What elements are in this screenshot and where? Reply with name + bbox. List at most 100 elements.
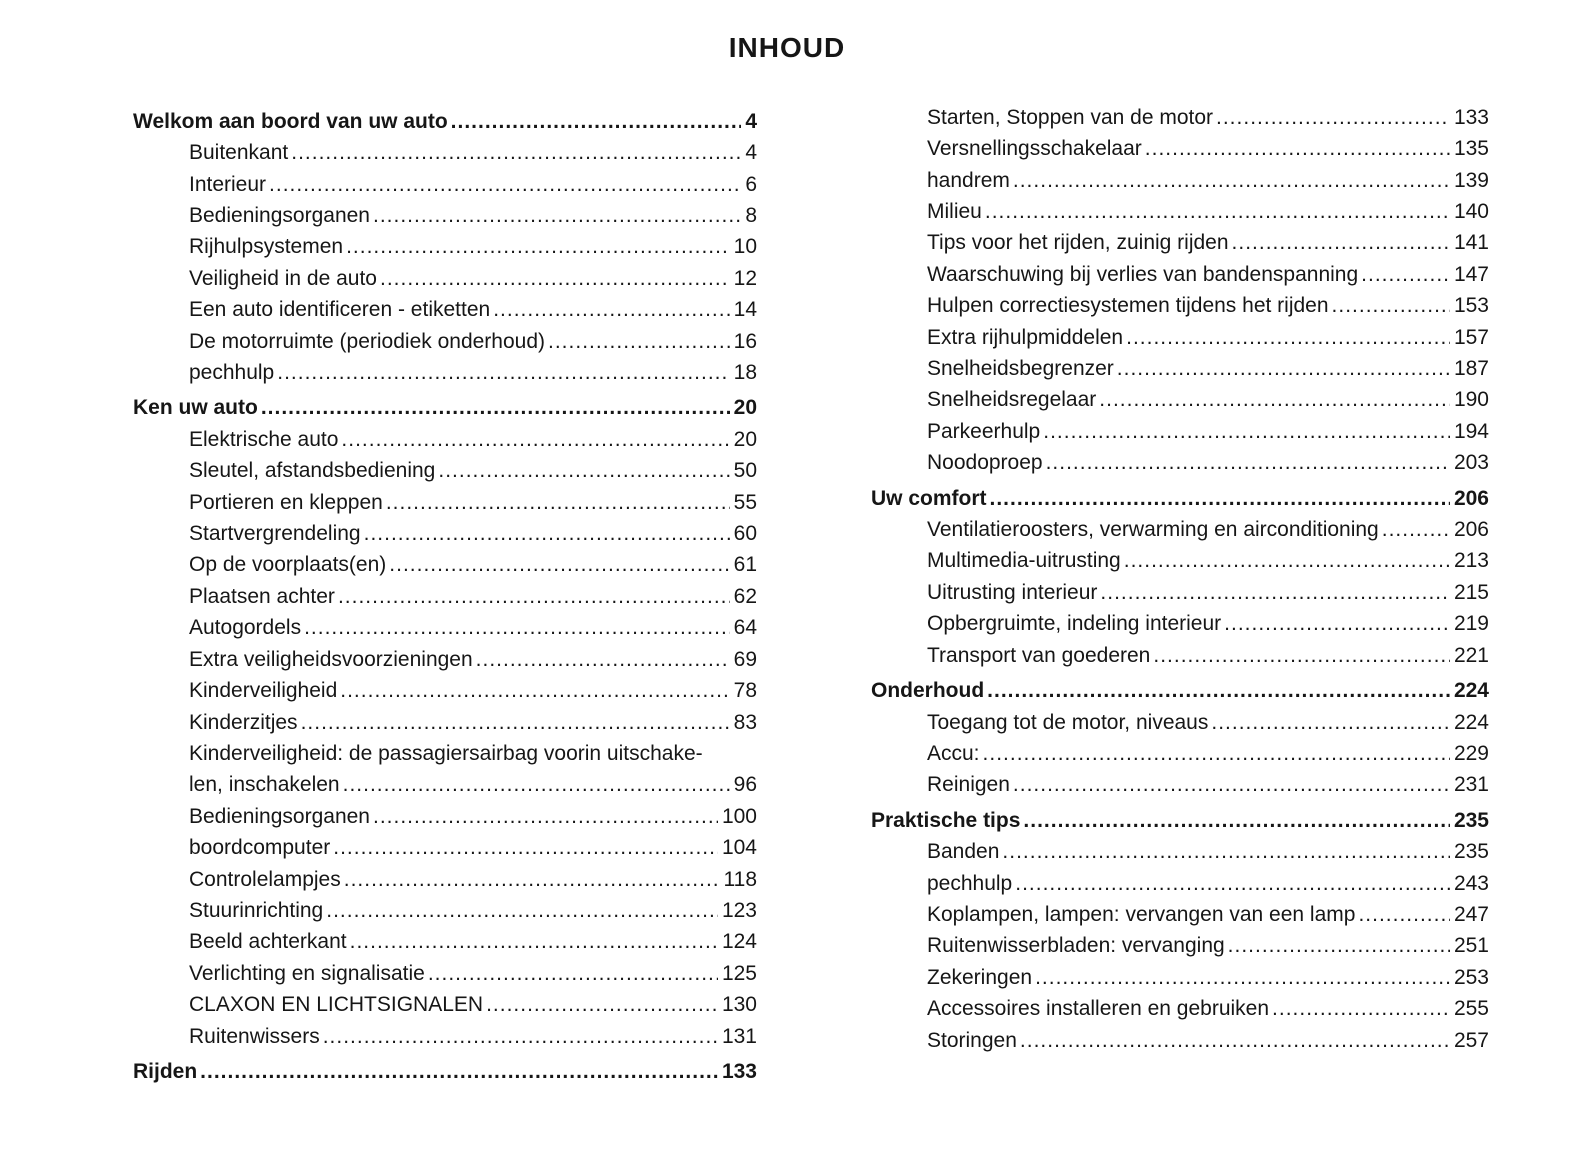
entry-label: Verlichting en signalisatie [189, 961, 425, 985]
entry-page-number: 8 [745, 204, 757, 228]
toc-entry: len, inschakelen 96 [133, 769, 757, 800]
dot-leader [323, 1021, 718, 1052]
entry-label: Praktische tips [871, 808, 1021, 832]
entry-label: Storingen [927, 1028, 1017, 1052]
entry-page-number: 10 [733, 235, 757, 259]
entry-page-number: 131 [721, 1024, 757, 1048]
entry-page-number: 62 [733, 584, 757, 608]
entry-label: Uitrusting interieur [927, 580, 1098, 604]
dot-leader [1228, 930, 1450, 961]
toc-entry: Banden 235 [871, 836, 1489, 867]
entry-page-number: 12 [733, 266, 757, 290]
entry-label: Accu: [927, 741, 980, 765]
entry-page-number: 78 [733, 679, 757, 703]
dot-leader [1126, 322, 1450, 353]
toc-section-entry: Praktische tips 235 [871, 805, 1489, 836]
entry-label: Kinderzitjes [189, 710, 298, 734]
dot-leader [350, 926, 718, 957]
entry-label: Bedieningsorganen [189, 204, 370, 228]
entry-label: Reinigen [927, 773, 1010, 797]
entry-label: Stuurinrichting [189, 898, 324, 922]
entry-page-number: 247 [1453, 902, 1489, 926]
entry-page-number: 6 [745, 172, 757, 196]
toc-entry: Bedieningsorganen 8 [133, 200, 757, 231]
entry-label: Een auto identificeren - etiketten [189, 298, 491, 322]
entry-label: Milieu [927, 200, 982, 224]
entry-page-number: 187 [1453, 357, 1489, 381]
entry-label: len, inschakelen [189, 773, 340, 797]
entry-label: Accessoires installeren en gebruiken [927, 997, 1270, 1021]
toc-entry: Beeld achterkant 124 [133, 926, 757, 957]
entry-label: Uw comfort [871, 486, 987, 510]
entry-page-number: 215 [1453, 580, 1489, 604]
entry-page-number: 55 [733, 490, 757, 514]
entry-page-number: 219 [1453, 612, 1489, 636]
dot-leader [438, 455, 729, 486]
toc-entry: Noodoproep 203 [871, 447, 1489, 478]
entry-page-number: 140 [1453, 200, 1489, 224]
dot-leader [983, 738, 1450, 769]
toc-entry: Versnellingsschakelaar 135 [871, 133, 1489, 164]
dot-leader [269, 169, 741, 200]
entry-page-number: 213 [1453, 549, 1489, 573]
entry-page-number: 147 [1453, 262, 1489, 286]
entry-page-number: 4 [745, 141, 757, 165]
entry-label: Banden [927, 840, 1000, 864]
toc-entry: Transport van goederen 221 [871, 640, 1489, 671]
dot-leader [338, 581, 730, 612]
entry-label: Noodoproep [927, 451, 1043, 475]
entry-label: pechhulp [189, 361, 275, 385]
entry-page-number: 69 [733, 647, 757, 671]
entry-label: Ruitenwisserbladen: vervanging [927, 934, 1225, 958]
entry-page-number: 124 [721, 930, 757, 954]
entry-page-number: 153 [1453, 294, 1489, 318]
dot-leader [486, 989, 718, 1020]
dot-leader [373, 200, 741, 231]
dot-leader [1100, 577, 1450, 608]
entry-label: Sleutel, afstandsbediening [189, 459, 436, 483]
dot-leader [987, 675, 1450, 706]
dot-leader [1153, 640, 1450, 671]
entry-label: Startvergrendeling [189, 522, 361, 546]
entry-page-number: 61 [733, 553, 757, 577]
entry-label: Portieren en kleppen [189, 490, 383, 514]
dot-leader [1002, 836, 1450, 867]
dot-leader [364, 518, 730, 549]
toc-entry: Ventilatieroosters, verwarming en aircon… [871, 514, 1489, 545]
toc-entry: Milieu 140 [871, 196, 1489, 227]
dot-leader [1211, 707, 1450, 738]
entry-label: Hulpen correctiesystemen tijdens het rij… [927, 294, 1329, 318]
dot-leader [291, 137, 741, 168]
toc-entry: Veiligheid in de auto 12 [133, 263, 757, 294]
entry-page-number: 139 [1453, 168, 1489, 192]
toc-entry: Kinderzitjes 83 [133, 707, 757, 738]
dot-leader [277, 357, 729, 388]
entry-label: Waarschuwing bij verlies van bandenspann… [927, 262, 1359, 286]
entry-label: Elektrische auto [189, 427, 339, 451]
dot-leader [340, 675, 729, 706]
toc-entry: Bedieningsorganen 100 [133, 801, 757, 832]
toc-entry: handrem 139 [871, 165, 1489, 196]
entry-label: Bedieningsorganen [189, 804, 370, 828]
dot-leader [1382, 514, 1450, 545]
entry-page-number: 135 [1453, 137, 1489, 161]
toc-entry: Op de voorplaats(en) 61 [133, 549, 757, 580]
entry-page-number: 118 [723, 867, 757, 891]
page-title: INHOUD [728, 32, 846, 63]
dot-leader [304, 612, 730, 643]
entry-page-number: 123 [721, 898, 757, 922]
dot-leader [1332, 290, 1450, 321]
dot-leader [1023, 805, 1450, 836]
toc-section-entry: Ken uw auto 20 [133, 392, 757, 423]
entry-page-number: 224 [1453, 710, 1489, 734]
toc-entry: Startvergrendeling 60 [133, 518, 757, 549]
entry-page-number: 16 [733, 329, 757, 353]
dot-leader [344, 864, 720, 895]
entry-label: Tips voor het rijden, zuinig rijden [927, 231, 1229, 255]
dot-leader [1145, 133, 1450, 164]
toc-entry: Sleutel, afstandsbediening 50 [133, 455, 757, 486]
toc-section-entry: Welkom aan boord van uw auto 4 [133, 106, 757, 137]
toc-entry: Autogordels 64 [133, 612, 757, 643]
toc-entry: Multimedia-uitrusting 213 [871, 545, 1489, 576]
